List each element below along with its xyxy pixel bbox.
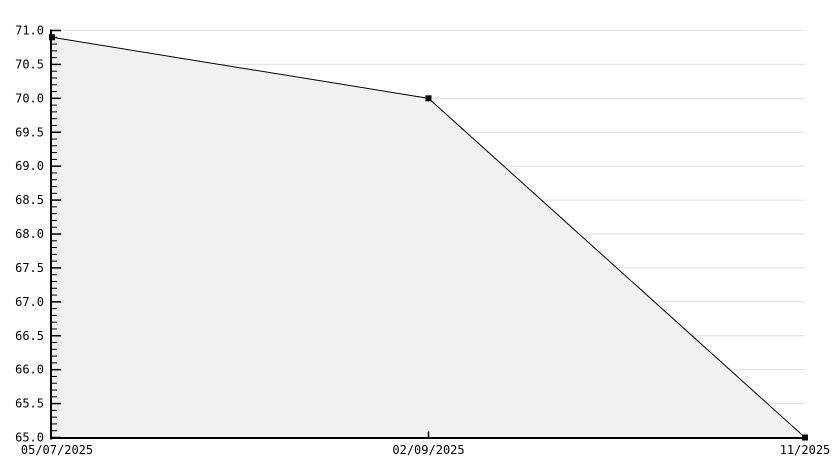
area-fill [52, 37, 805, 438]
y-axis-tick-label: 67.0 [15, 295, 44, 309]
y-axis-tick-label: 69.0 [15, 159, 44, 173]
y-axis-tick-label: 70.0 [15, 91, 44, 105]
y-axis-tick-label: 66.5 [15, 329, 44, 343]
y-axis-tick-label: 65.0 [15, 431, 44, 445]
y-axis-tick-label: 67.5 [15, 261, 44, 275]
data-point-marker [49, 34, 55, 41]
y-axis-tick-label: 69.5 [15, 125, 44, 139]
y-axis-tick-label: 68.0 [15, 227, 44, 241]
y-axis-tick-label: 66.0 [15, 363, 44, 377]
y-axis-tick-label: 71.0 [15, 24, 44, 38]
x-axis-tick-label: 05/07/2025 [21, 443, 93, 457]
x-axis-tick-label: 02/09/2025 [392, 443, 464, 457]
y-axis-tick-label: 68.5 [15, 193, 44, 207]
y-axis-tick-label: 70.5 [15, 57, 44, 71]
data-point-marker [802, 434, 808, 441]
x-axis-tick-label: 11/2025 [780, 443, 831, 457]
y-axis-tick-label: 65.5 [15, 397, 44, 411]
data-point-marker [425, 95, 432, 102]
